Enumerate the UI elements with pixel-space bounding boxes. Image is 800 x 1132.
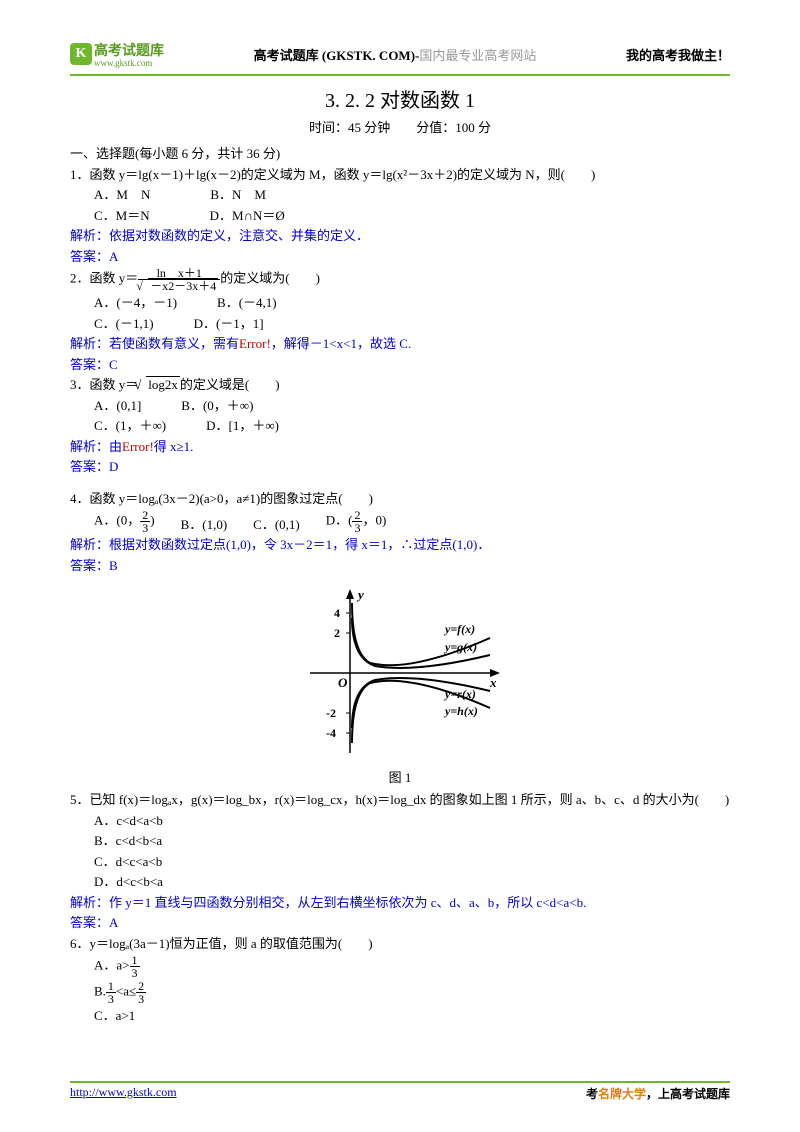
q3-rad: log2x bbox=[146, 376, 180, 392]
q4-text: 4．函数 y＝logₐ(3x－2)(a>0，a≠1)的图象过定点( ) bbox=[70, 489, 730, 509]
q5-text: 5．已知 f(x)＝logₐx，g(x)＝log_bx，r(x)＝log_cx，… bbox=[70, 790, 730, 810]
footer-url[interactable]: http://www.gkstk.com bbox=[70, 1085, 177, 1102]
q1-answer: 答案：A bbox=[70, 247, 730, 267]
figure-1: 2 4 -2 -4 y x O y=f(x) y=g(x) y=r(x) y=h… bbox=[70, 583, 730, 786]
svg-text:-2: -2 bbox=[326, 706, 336, 720]
header-rule bbox=[70, 74, 730, 76]
q3-opts-row2: C．(1，＋∞) D．[1，＋∞) bbox=[70, 416, 730, 436]
q1-analysis: 解析：依据对数函数的定义，注意交、并集的定义． bbox=[70, 226, 730, 246]
q2-c: C．(－1,1) bbox=[94, 314, 154, 334]
q2-text: 2．函数 y＝ln x＋1－x2－3x＋4的定义域为( ) bbox=[70, 267, 730, 292]
svg-text:y=f(x): y=f(x) bbox=[443, 622, 475, 636]
q2-den: －x2－3x＋4 bbox=[148, 278, 218, 293]
q2-b: B．(－4,1) bbox=[217, 293, 277, 313]
q3-analysis-post: 得 x≥1. bbox=[154, 439, 194, 454]
page-footer: http://www.gkstk.com 考名牌大学，上高考试题库 bbox=[70, 1081, 730, 1102]
q4-d: D．(23，0) bbox=[326, 509, 387, 534]
q1-text: 1．函数 y＝lg(x－1)＋lg(x－2)的定义域为 M，函数 y＝lg(x²… bbox=[70, 165, 730, 185]
q2-analysis-pre: 解析：若使函数有意义，需有 bbox=[70, 336, 239, 351]
logo-name: 高考试题库 bbox=[94, 40, 164, 60]
svg-text:-4: -4 bbox=[326, 726, 336, 740]
q6-c: C．a>1 bbox=[70, 1006, 730, 1026]
q5-answer: 答案：A bbox=[70, 913, 730, 933]
q5-a: A．c<d<a<b bbox=[70, 811, 730, 831]
q2-analysis-post: ，解得－1<x<1，故选 C. bbox=[271, 336, 411, 351]
q4-opts: A．(0，23) B．(1,0) C．(0,1) D．(23，0) bbox=[70, 509, 730, 534]
q2-answer: 答案：C bbox=[70, 355, 730, 375]
header-center-grey: 国内最专业高考网站 bbox=[419, 48, 536, 63]
header-center: 高考试题库 (GKSTK. COM)-国内最专业高考网站 bbox=[164, 45, 626, 64]
q1-b: B．N M bbox=[210, 185, 266, 205]
svg-text:y=h(x): y=h(x) bbox=[443, 704, 478, 718]
q2-a: A．(－4，－1) bbox=[94, 293, 177, 313]
subtitle: 时间：45 分钟 分值：100 分 bbox=[70, 117, 730, 136]
q3-a: A．(0,1] bbox=[94, 396, 141, 416]
q3-b: B．(0，＋∞) bbox=[181, 396, 253, 416]
svg-text:x: x bbox=[489, 675, 497, 690]
q2-opts-row2: C．(－1,1) D．(－1，1] bbox=[70, 314, 730, 334]
q4-b: B．(1,0) bbox=[181, 515, 228, 535]
q3-d: D．[1，＋∞) bbox=[206, 416, 279, 436]
section-heading: 一、选择题(每小题 6 分，共计 36 分) bbox=[70, 144, 730, 164]
q6-text: 6．y＝logₐ(3a－1)恒为正值，则 a 的取值范围为( ) bbox=[70, 934, 730, 954]
q4-analysis: 解析：根据对数函数过定点(1,0)，令 3x－2＝1，得 x＝1，∴过定点(1,… bbox=[70, 535, 730, 555]
header-right: 我的高考我做主！ bbox=[626, 45, 730, 64]
svg-text:2: 2 bbox=[334, 626, 340, 640]
svg-text:y=g(x): y=g(x) bbox=[443, 640, 477, 654]
q2-analysis: 解析：若使函数有意义，需有Error!，解得－1<x<1，故选 C. bbox=[70, 334, 730, 354]
q5-d: D．d<c<b<a bbox=[70, 872, 730, 892]
q1-opts-row1: A．M N B．N M bbox=[70, 185, 730, 205]
q5-analysis: 解析：作 y＝1 直线与四函数分别相交，从左到右横坐标依次为 c、d、a、b，所… bbox=[70, 893, 730, 913]
q4-a: A．(0，23) bbox=[94, 509, 155, 534]
q5-c: C．d<c<a<b bbox=[70, 852, 730, 872]
figure-caption: 图 1 bbox=[70, 767, 730, 786]
q6-b: B.13<a≤23 bbox=[70, 980, 730, 1005]
svg-text:4: 4 bbox=[334, 606, 340, 620]
q3-opts-row1: A．(0,1] B．(0，＋∞) bbox=[70, 396, 730, 416]
footer-rule bbox=[70, 1081, 730, 1083]
q1-d: D．M∩N＝Ø bbox=[210, 206, 285, 226]
svg-text:O: O bbox=[338, 675, 348, 690]
svg-text:y=r(x): y=r(x) bbox=[443, 687, 476, 701]
logo: K 高考试题库 www.gkstk.com bbox=[70, 40, 164, 68]
q2-suffix: 的定义域为( ) bbox=[220, 270, 320, 285]
q3-c: C．(1，＋∞) bbox=[94, 416, 166, 436]
q3-analysis: 解析：由Error!得 x≥1. bbox=[70, 437, 730, 457]
q4-c: C．(0,1) bbox=[253, 515, 300, 535]
q1-a: A．M N bbox=[94, 185, 150, 205]
header-center-bold: 高考试题库 (GKSTK. COM)- bbox=[254, 48, 420, 63]
q3-suffix: 的定义域是( ) bbox=[180, 377, 280, 392]
q6-a: A．a>13 bbox=[70, 954, 730, 979]
footer-right: 考名牌大学，上高考试题库 bbox=[586, 1085, 730, 1102]
q2-d: D．(－1，1] bbox=[194, 314, 264, 334]
logo-icon: K bbox=[70, 43, 92, 65]
q3-analysis-pre: 解析：由 bbox=[70, 439, 122, 454]
q3-answer: 答案：D bbox=[70, 457, 730, 477]
q3-error: Error! bbox=[122, 439, 154, 454]
q4-answer: 答案：B bbox=[70, 556, 730, 576]
q3-prefix: 3．函数 y＝ bbox=[70, 377, 138, 392]
q2-opts-row1: A．(－4，－1) B．(－4,1) bbox=[70, 293, 730, 313]
page-title: 3. 2. 2 对数函数 1 bbox=[70, 84, 730, 113]
page-header: K 高考试题库 www.gkstk.com 高考试题库 (GKSTK. COM)… bbox=[70, 40, 730, 68]
svg-text:y: y bbox=[356, 587, 364, 602]
q3-text: 3．函数 y＝ log2x的定义域是( ) bbox=[70, 375, 730, 395]
q2-error: Error! bbox=[239, 336, 271, 351]
q1-c: C．M＝N bbox=[94, 206, 150, 226]
q2-prefix: 2．函数 y＝ bbox=[70, 270, 138, 285]
q1-opts-row2: C．M＝N D．M∩N＝Ø bbox=[70, 206, 730, 226]
q5-b: B．c<d<b<a bbox=[70, 831, 730, 851]
